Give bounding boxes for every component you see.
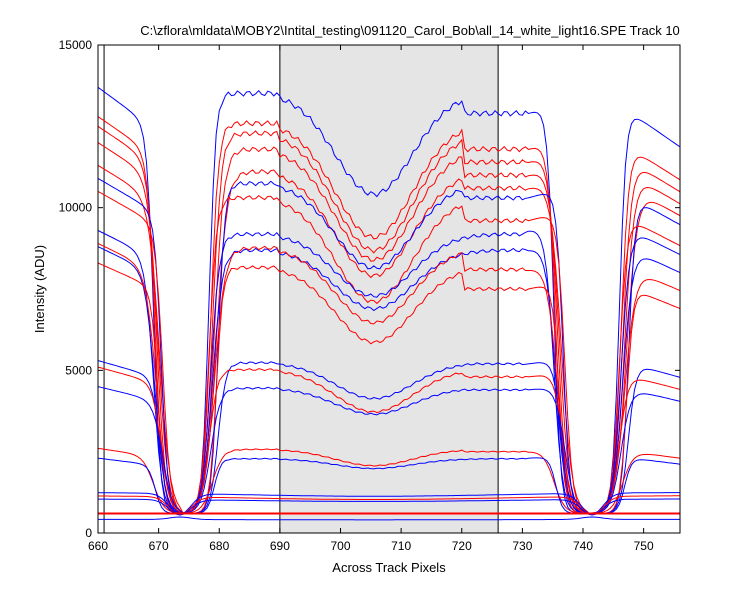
x-tick-label: 710	[391, 539, 411, 553]
chart-title: C:\zflora\mldata\MOBY2\Intital_testing\0…	[140, 23, 680, 38]
y-axis-label: Intensity (ADU)	[32, 245, 47, 333]
x-tick-label: 750	[634, 539, 654, 553]
y-tick-label: 15000	[59, 38, 93, 52]
x-tick-label: 720	[452, 539, 472, 553]
series-line-17	[98, 495, 680, 516]
x-axis-label: Across Track Pixels	[332, 560, 446, 575]
series-line-9	[97, 243, 681, 514]
series-line-12	[97, 366, 681, 514]
y-axis-ticks: 0 5000 10000 15000	[59, 38, 680, 540]
series-line-18	[98, 498, 680, 516]
shaded-region	[279, 45, 499, 533]
vertical-markers	[103, 45, 499, 533]
y-tick-label: 5000	[65, 363, 92, 377]
x-tick-label: 680	[209, 539, 229, 553]
series-line-16	[98, 492, 680, 515]
x-tick-label: 670	[149, 539, 169, 553]
x-tick-label: 730	[512, 539, 532, 553]
x-tick-label: 690	[270, 539, 290, 553]
y-tick-label: 10000	[59, 201, 93, 215]
x-tick-label: 740	[573, 539, 593, 553]
x-axis-ticks: 660 670 680 690 700 710 720 730 740 750	[88, 45, 654, 553]
x-tick-label: 660	[88, 539, 108, 553]
axes-box	[97, 44, 681, 534]
x-tick-label: 700	[330, 539, 350, 553]
series-line-19	[98, 516, 680, 521]
y-tick-label: 0	[85, 526, 92, 540]
